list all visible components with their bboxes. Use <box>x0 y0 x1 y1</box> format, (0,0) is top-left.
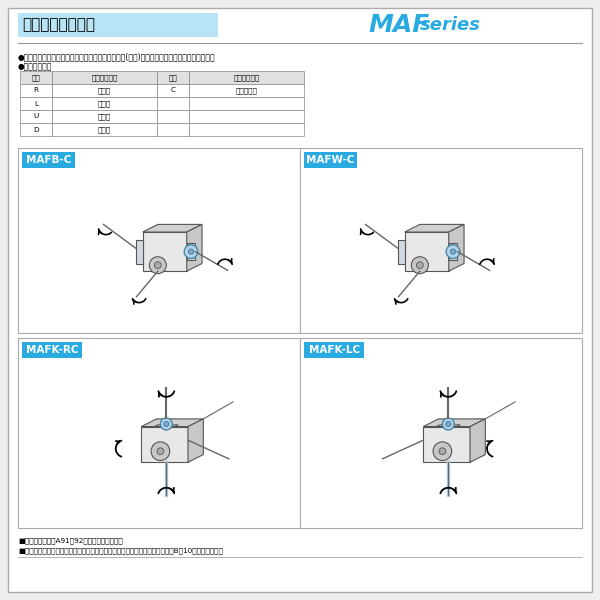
Polygon shape <box>449 224 464 271</box>
Text: 下　側: 下 側 <box>98 126 111 133</box>
Text: 出力軸の方向: 出力軸の方向 <box>233 74 260 81</box>
Text: 記号: 記号 <box>169 74 178 81</box>
Polygon shape <box>436 425 460 427</box>
Text: ■特殊な取付状態については、当社へお問い合わせ下さい。なお、参考としてB－10をご覧下さい。: ■特殊な取付状態については、当社へお問い合わせ下さい。なお、参考としてB－10を… <box>18 547 223 554</box>
Text: D: D <box>33 127 39 133</box>
Polygon shape <box>470 419 485 462</box>
Text: 軸配置と回転方向: 軸配置と回転方向 <box>22 17 95 32</box>
Text: 左　側: 左 側 <box>98 100 111 107</box>
FancyBboxPatch shape <box>20 84 52 97</box>
Text: MAF: MAF <box>368 13 430 37</box>
Text: ●軸配置の記号: ●軸配置の記号 <box>18 62 52 71</box>
Polygon shape <box>404 232 449 271</box>
Text: U: U <box>34 113 38 119</box>
Circle shape <box>151 442 170 461</box>
FancyBboxPatch shape <box>18 148 300 333</box>
FancyBboxPatch shape <box>22 342 82 358</box>
FancyBboxPatch shape <box>20 123 52 136</box>
Text: MAFK-RC: MAFK-RC <box>26 345 79 355</box>
Circle shape <box>446 421 451 427</box>
Text: MAFB-C: MAFB-C <box>26 155 71 165</box>
Polygon shape <box>449 243 457 260</box>
FancyBboxPatch shape <box>157 71 189 84</box>
Text: series: series <box>420 16 481 34</box>
Text: MAFK-LC: MAFK-LC <box>308 345 360 355</box>
Circle shape <box>154 262 161 269</box>
FancyBboxPatch shape <box>157 84 189 97</box>
Polygon shape <box>187 224 202 271</box>
Polygon shape <box>187 243 195 260</box>
Circle shape <box>446 245 460 259</box>
FancyBboxPatch shape <box>304 342 364 358</box>
Circle shape <box>416 262 423 269</box>
Polygon shape <box>141 427 188 462</box>
Text: ■軸配置の詳細はA91・92を参照して下さい。: ■軸配置の詳細はA91・92を参照して下さい。 <box>18 537 123 544</box>
Polygon shape <box>398 240 404 263</box>
FancyBboxPatch shape <box>300 148 582 333</box>
Circle shape <box>164 421 169 427</box>
Text: 記号: 記号 <box>32 74 40 81</box>
Polygon shape <box>143 232 187 271</box>
FancyBboxPatch shape <box>52 71 157 84</box>
Circle shape <box>149 257 166 274</box>
Polygon shape <box>423 427 470 462</box>
Circle shape <box>160 418 172 430</box>
Circle shape <box>412 257 428 274</box>
Circle shape <box>451 249 455 254</box>
Circle shape <box>439 448 446 455</box>
Circle shape <box>433 442 452 461</box>
Text: 出力軸の方向: 出力軸の方向 <box>91 74 118 81</box>
Circle shape <box>184 245 198 259</box>
Text: 上　側: 上 側 <box>98 113 111 120</box>
Text: ●軸配置は入力軸またはモータを手前にして出力軸(青色)の出ている方向で決定して下さい。: ●軸配置は入力軸またはモータを手前にして出力軸(青色)の出ている方向で決定して下… <box>18 52 215 61</box>
Circle shape <box>442 418 454 430</box>
FancyBboxPatch shape <box>189 71 304 84</box>
FancyBboxPatch shape <box>189 123 304 136</box>
Circle shape <box>157 448 164 455</box>
FancyBboxPatch shape <box>52 84 157 97</box>
Polygon shape <box>143 224 202 232</box>
FancyBboxPatch shape <box>8 8 592 592</box>
FancyBboxPatch shape <box>20 110 52 123</box>
FancyBboxPatch shape <box>189 84 304 97</box>
FancyBboxPatch shape <box>20 71 52 84</box>
Polygon shape <box>404 224 464 232</box>
Polygon shape <box>423 419 485 427</box>
Circle shape <box>188 249 194 254</box>
FancyBboxPatch shape <box>157 97 189 110</box>
FancyBboxPatch shape <box>22 152 75 168</box>
Text: 右　側: 右 側 <box>98 87 111 94</box>
FancyBboxPatch shape <box>20 97 52 110</box>
Text: L: L <box>34 100 38 107</box>
FancyBboxPatch shape <box>52 97 157 110</box>
FancyBboxPatch shape <box>189 97 304 110</box>
FancyBboxPatch shape <box>18 338 300 528</box>
Text: MAFW-C: MAFW-C <box>307 155 355 165</box>
FancyBboxPatch shape <box>157 123 189 136</box>
FancyBboxPatch shape <box>18 13 218 37</box>
FancyBboxPatch shape <box>189 110 304 123</box>
FancyBboxPatch shape <box>157 110 189 123</box>
Text: R: R <box>34 88 38 94</box>
FancyBboxPatch shape <box>52 123 157 136</box>
FancyBboxPatch shape <box>52 110 157 123</box>
Polygon shape <box>141 419 203 427</box>
Polygon shape <box>136 240 143 263</box>
FancyBboxPatch shape <box>300 338 582 528</box>
Polygon shape <box>188 419 203 462</box>
Text: C: C <box>170 88 176 94</box>
FancyBboxPatch shape <box>304 152 357 168</box>
Polygon shape <box>154 425 178 427</box>
Text: 出力軸両軸: 出力軸両軸 <box>236 87 257 94</box>
